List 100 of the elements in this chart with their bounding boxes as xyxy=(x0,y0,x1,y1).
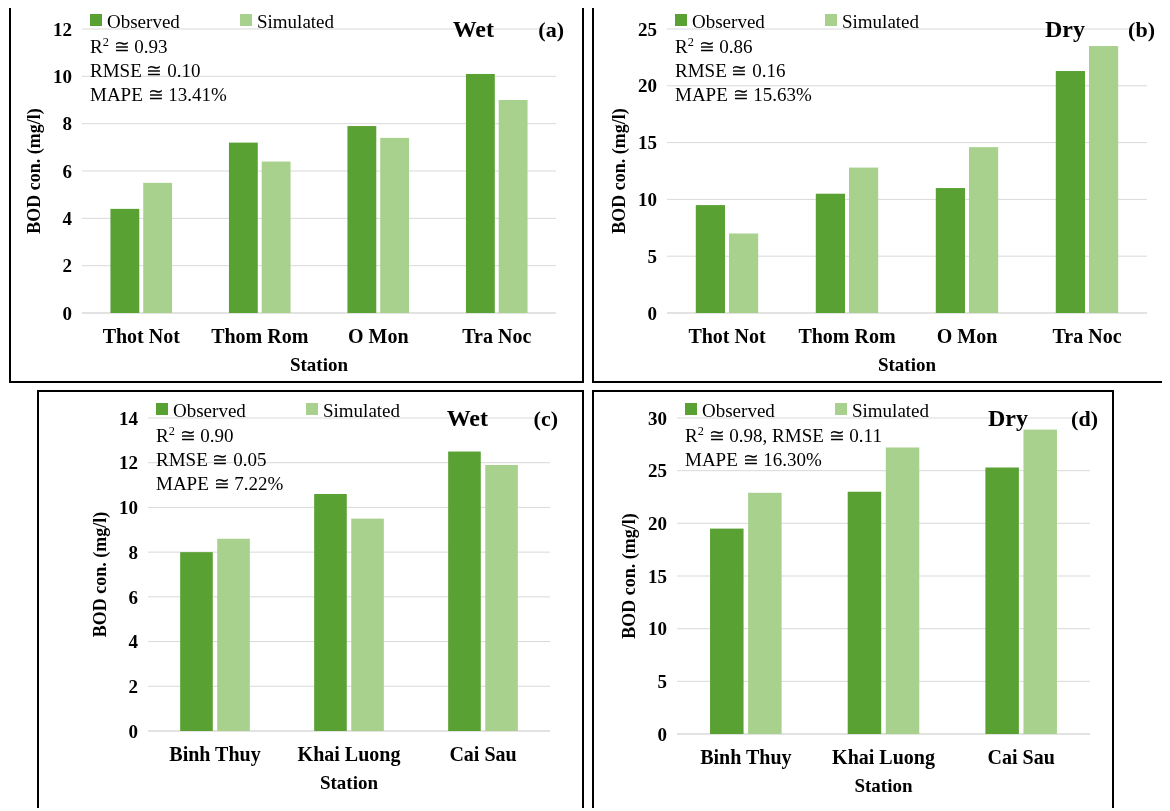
y-tick-label: 5 xyxy=(647,245,657,267)
bar xyxy=(968,147,999,313)
chart-subtitle: (a) xyxy=(538,17,564,42)
x-tick-label: Binh Thuy xyxy=(169,743,261,766)
bar xyxy=(261,161,291,313)
y-tick-label: 2 xyxy=(128,675,138,697)
legend-label: Simulated xyxy=(323,399,401,421)
x-tick-label: Thot Not xyxy=(102,325,181,347)
x-tick-label: Thot Not xyxy=(688,325,766,347)
bar xyxy=(448,451,481,731)
y-tick-label: 20 xyxy=(638,75,657,97)
y-tick-label: 12 xyxy=(53,18,72,40)
x-tick-label: Cai Sau xyxy=(449,743,517,765)
legend-label: Observed xyxy=(692,10,766,32)
annotation: R$^{2}$ ≅ 0.90 xyxy=(156,424,234,446)
annotation: MAPE ≅ 13.41% xyxy=(90,84,228,105)
annotation: RMSE ≅ 0.10 xyxy=(90,60,201,81)
x-axis-title: Station xyxy=(319,772,379,793)
legend-label: Observed xyxy=(702,399,776,421)
y-tick-label: 0 xyxy=(657,723,667,745)
y-tick-label: 14 xyxy=(119,407,139,429)
bar xyxy=(710,528,744,734)
chart-subtitle: (d) xyxy=(1071,406,1098,431)
y-tick-label: 5 xyxy=(657,670,667,692)
legend-label: Observed xyxy=(107,10,181,32)
annotation: MAPE ≅ 15.63% xyxy=(675,84,813,105)
chart-title: Dry xyxy=(988,405,1028,431)
y-tick-label: 30 xyxy=(648,407,667,429)
bar xyxy=(1055,71,1086,313)
y-tick-label: 15 xyxy=(638,132,657,154)
x-tick-label: O Mon xyxy=(936,325,998,347)
y-tick-label: 6 xyxy=(128,586,138,608)
annotation: MAPE ≅ 16.30% xyxy=(685,449,823,470)
y-tick-label: 8 xyxy=(128,541,138,563)
bar xyxy=(180,552,213,731)
chart-title: Wet xyxy=(452,16,494,42)
y-tick-label: 4 xyxy=(62,207,73,229)
legend-label: Simulated xyxy=(257,10,335,32)
bar xyxy=(314,494,347,731)
y-tick-label: 0 xyxy=(62,302,72,324)
x-tick-label: Tra Noc xyxy=(1052,325,1122,347)
legend-label: Observed xyxy=(173,399,247,421)
y-axis-title: BOD con. (mg/l) xyxy=(619,513,640,639)
bar xyxy=(465,73,495,313)
x-tick-label: O Mon xyxy=(347,325,409,347)
y-tick-label: 15 xyxy=(648,565,667,587)
annotation: R$^{2}$ ≅ 0.98, RMSE ≅ 0.11 xyxy=(685,424,882,446)
annotation: R$^{2}$ ≅ 0.93 xyxy=(90,35,168,57)
x-tick-label: Cai Sau xyxy=(987,746,1055,768)
bar xyxy=(815,193,846,313)
y-tick-label: 0 xyxy=(128,720,138,742)
bar xyxy=(848,167,879,313)
y-tick-label: 2 xyxy=(62,255,72,277)
x-tick-label: Tra Noc xyxy=(462,325,532,347)
x-tick-label: Thom Rom xyxy=(211,325,309,347)
bar xyxy=(1023,429,1057,734)
bar xyxy=(485,464,518,731)
bar xyxy=(110,208,140,313)
annotation: RMSE ≅ 0.05 xyxy=(156,449,267,470)
bar xyxy=(1088,46,1119,313)
x-axis-title: Station xyxy=(877,354,937,375)
y-axis-title: BOD con. (mg/l) xyxy=(90,511,111,638)
y-axis-title: BOD con. (mg/l) xyxy=(609,108,630,234)
chart-subtitle: (b) xyxy=(1128,17,1155,42)
y-axis-title: BOD con. (mg/l) xyxy=(24,108,45,234)
bar xyxy=(380,137,410,313)
y-tick-label: 25 xyxy=(638,18,657,40)
y-tick-label: 6 xyxy=(62,160,72,182)
bar xyxy=(498,100,528,313)
y-tick-label: 10 xyxy=(638,189,657,211)
legend-label: Simulated xyxy=(842,10,920,32)
bar xyxy=(695,205,726,313)
y-tick-label: 25 xyxy=(648,460,667,482)
bar xyxy=(347,126,377,313)
y-tick-label: 4 xyxy=(128,631,139,653)
annotation: RMSE ≅ 0.16 xyxy=(675,60,786,81)
y-tick-label: 10 xyxy=(648,618,667,640)
x-axis-title: Station xyxy=(854,775,913,796)
bar xyxy=(935,188,966,313)
x-axis-title: Station xyxy=(289,354,349,375)
legend-label: Simulated xyxy=(852,399,930,421)
bar xyxy=(228,142,258,313)
y-tick-label: 8 xyxy=(62,113,72,135)
annotation: R$^{2}$ ≅ 0.86 xyxy=(675,35,753,57)
y-tick-label: 12 xyxy=(119,452,138,474)
bar xyxy=(985,467,1019,734)
x-tick-label: Khai Luong xyxy=(832,746,935,769)
annotation: MAPE ≅ 7.22% xyxy=(156,473,284,494)
y-tick-label: 10 xyxy=(53,65,72,87)
bar xyxy=(351,518,384,731)
bar xyxy=(885,447,920,734)
bar xyxy=(728,233,759,313)
x-tick-label: Binh Thuy xyxy=(700,746,792,769)
bar xyxy=(143,182,173,313)
bar xyxy=(217,538,250,731)
y-tick-label: 20 xyxy=(648,512,667,534)
x-tick-label: Khai Luong xyxy=(297,743,401,766)
bar xyxy=(847,491,882,734)
x-tick-label: Thom Rom xyxy=(798,325,896,347)
y-tick-label: 10 xyxy=(119,497,138,519)
